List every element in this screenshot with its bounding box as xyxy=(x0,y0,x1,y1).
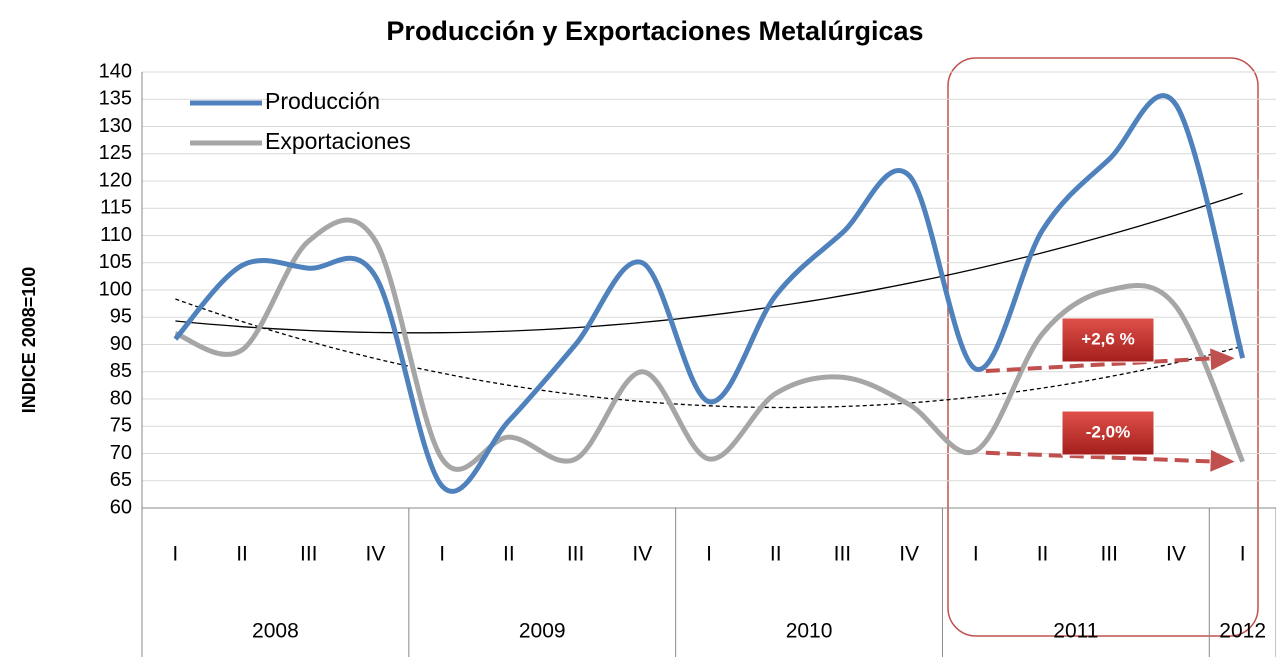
x-tick-label: III xyxy=(1100,543,1118,566)
x-group-label: 2010 xyxy=(786,620,833,643)
y-tick-label: 60 xyxy=(110,496,132,518)
annotation-label: -2,0% xyxy=(1086,422,1130,441)
x-tick-label: IV xyxy=(1166,543,1186,566)
x-group-label: 2008 xyxy=(252,620,299,643)
y-tick-label: 95 xyxy=(110,306,132,328)
y-tick-label: 135 xyxy=(99,88,132,110)
x-tick-label: I xyxy=(172,543,178,566)
y-tick-label: 120 xyxy=(99,169,132,191)
x-group-label: 2011 xyxy=(1053,620,1098,643)
x-tick-label: I xyxy=(973,543,979,566)
x-tick-label: I xyxy=(439,543,445,566)
y-tick-label: 85 xyxy=(110,360,132,382)
x-group-label: 2009 xyxy=(519,620,566,643)
y-tick-label: 105 xyxy=(99,251,132,273)
y-tick-label: 115 xyxy=(100,197,132,219)
x-tick-label: III xyxy=(300,543,318,566)
y-tick-label: 65 xyxy=(110,469,132,491)
y-axis-label: INDICE 2008=100 xyxy=(19,267,39,414)
y-tick-label: 100 xyxy=(99,278,132,300)
y-tick-label: 140 xyxy=(99,60,132,82)
trend-line xyxy=(175,298,1243,409)
y-tick-label: 80 xyxy=(110,387,132,409)
x-tick-label: I xyxy=(706,543,712,566)
y-tick-label: 70 xyxy=(110,442,132,464)
x-tick-label: II xyxy=(770,543,782,566)
y-tick-label: 110 xyxy=(100,224,132,246)
trend-arrow xyxy=(985,450,1217,464)
y-tick-label: 75 xyxy=(110,415,132,437)
trend-arrow xyxy=(985,356,1217,374)
arrow-head xyxy=(1210,348,1235,371)
x-tick-label: IV xyxy=(366,543,386,566)
x-tick-label: II xyxy=(1037,543,1049,566)
y-tick-label: 90 xyxy=(110,333,132,355)
series-line xyxy=(174,217,1245,472)
x-tick-label: IV xyxy=(899,543,919,566)
trend-line xyxy=(175,192,1243,334)
x-tick-label: III xyxy=(834,543,852,566)
legend-label: Producción xyxy=(265,88,380,114)
annotation-box xyxy=(1061,317,1155,363)
x-tick-label: III xyxy=(567,543,585,566)
x-tick-label: II xyxy=(503,543,515,566)
arrow-head xyxy=(1210,449,1235,472)
legend-label: Exportaciones xyxy=(265,128,411,154)
series-line xyxy=(173,93,1246,494)
x-group-label: 2012 xyxy=(1219,620,1266,643)
y-tick-label: 130 xyxy=(99,115,132,137)
highlight-frame xyxy=(947,57,1259,637)
x-tick-label: II xyxy=(236,543,248,566)
annotation-box xyxy=(1061,410,1155,456)
x-tick-label: IV xyxy=(632,543,652,566)
chart-title: Producción y Exportaciones Metalúrgicas xyxy=(386,16,923,46)
x-tick-label: I xyxy=(1240,543,1246,566)
annotation-label: +2,6 % xyxy=(1081,329,1134,348)
y-tick-label: 125 xyxy=(99,142,132,164)
